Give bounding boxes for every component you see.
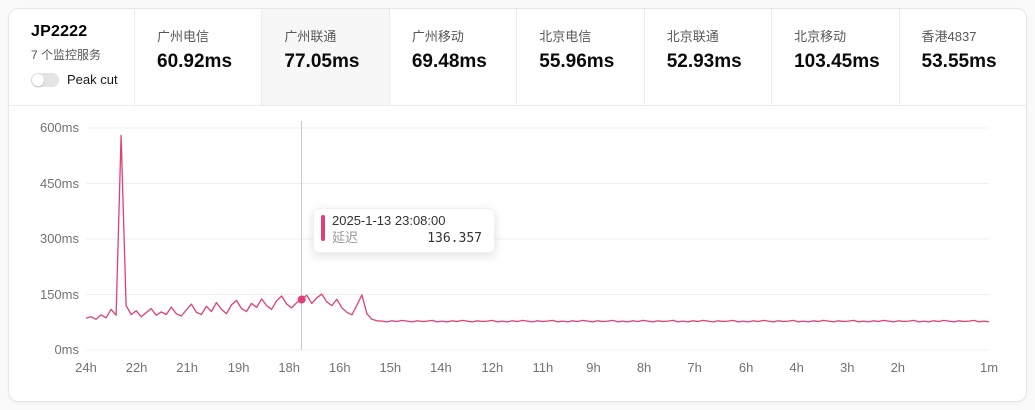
- tab-latency-value: 55.96ms: [539, 51, 615, 72]
- x-axis-tick: 2h: [890, 360, 906, 375]
- latency-line-chart: [85, 121, 990, 351]
- tab-guangzhou-mobile[interactable]: 广州移动 69.48ms: [388, 9, 516, 105]
- x-axis-tick: 4h: [789, 360, 804, 375]
- tab-name: 广州联通: [284, 29, 337, 44]
- tab-name: 北京联通: [666, 29, 719, 44]
- x-axis-tick: 21h: [176, 360, 198, 375]
- page-title: JP2222: [31, 23, 88, 40]
- tooltip-timestamp: 2025-1-13 23:08:00: [332, 213, 446, 228]
- x-axis-tick: 22h: [125, 360, 148, 375]
- y-axis-tick: 450ms: [39, 175, 79, 191]
- monitor-count-label: 7 个监控服务: [31, 48, 102, 62]
- x-axis-tick: 14h: [430, 360, 452, 375]
- tab-latency-value: 53.55ms: [921, 51, 997, 72]
- y-axis-tick: 150ms: [39, 286, 79, 302]
- tab-beijing-telecom[interactable]: 北京电信 55.96ms: [516, 9, 643, 105]
- tooltip-row: 延迟 136.357: [332, 230, 482, 247]
- tooltip-series-value: 136.357: [427, 231, 482, 246]
- tab-latency-value: 60.92ms: [157, 51, 233, 72]
- tooltip-series-name: 延迟: [332, 230, 359, 245]
- chart-plot-area[interactable]: [86, 122, 989, 350]
- x-axis-tick: 24h: [75, 360, 97, 375]
- tab-name: 北京电信: [539, 29, 592, 44]
- x-axis-tick: 11h: [532, 360, 554, 375]
- y-axis-tick: 0ms: [54, 342, 79, 357]
- tab-guangzhou-telecom[interactable]: 广州电信 60.92ms: [134, 9, 261, 105]
- tab-name: 广州电信: [157, 29, 210, 44]
- x-axis-tick: 9h: [586, 360, 601, 375]
- x-axis-tick: 15h: [379, 360, 402, 375]
- monitor-card: JP2222 7 个监控服务 Peak cut 广州电信 60.92ms 广州联…: [8, 8, 1027, 402]
- header: JP2222 7 个监控服务 Peak cut 广州电信 60.92ms 广州联…: [9, 9, 1026, 106]
- x-axis-tick: 1m: [979, 360, 999, 375]
- x-axis-tick: 8h: [636, 360, 652, 375]
- tab-hongkong-4837[interactable]: 香港4837 53.55ms: [898, 9, 1026, 105]
- tab-latency-value: 103.45ms: [794, 51, 880, 72]
- chart-tooltip: 2025-1-13 23:08:00 延迟 136.357: [313, 208, 495, 253]
- x-axis-tick: 19h: [227, 360, 250, 375]
- tab-name: 香港4837: [921, 29, 977, 44]
- peak-cut-label: Peak cut: [67, 72, 118, 87]
- latency-chart-section: 600ms 450ms 300ms 150ms 0ms 24h 22h 21h 19h 18h 1…: [9, 106, 1026, 401]
- x-axis-tick: 12h: [481, 360, 504, 375]
- tab-latency-value: 69.48ms: [411, 51, 487, 72]
- tab-name: 广州移动: [411, 29, 464, 44]
- x-axis-tick: 16h: [328, 360, 351, 375]
- y-axis-tick: 300ms: [39, 231, 79, 246]
- y-axis-tick: 600ms: [39, 120, 79, 135]
- x-axis-tick: 7h: [687, 360, 702, 375]
- toggle-knob-icon: [32, 73, 44, 86]
- tab-beijing-unicom[interactable]: 北京联通 52.93ms: [643, 9, 771, 105]
- tab-name: 北京移动: [794, 29, 847, 44]
- tab-guangzhou-unicom[interactable]: 广州联通 77.05ms: [261, 9, 389, 105]
- x-axis-tick: 18h: [278, 360, 301, 375]
- tab-beijing-mobile[interactable]: 北京移动 103.45ms: [771, 9, 898, 105]
- tab-latency-value: 77.05ms: [284, 51, 360, 72]
- x-axis-tick: 6h: [738, 360, 754, 375]
- x-axis-tick: 3h: [839, 360, 855, 375]
- monitor-info: JP2222 7 个监控服务 Peak cut: [9, 9, 134, 105]
- peak-cut-toggle-row: Peak cut: [31, 72, 134, 87]
- series-marker-icon: [321, 215, 325, 241]
- tab-latency-value: 52.93ms: [666, 51, 742, 72]
- peak-cut-toggle[interactable]: [31, 72, 59, 87]
